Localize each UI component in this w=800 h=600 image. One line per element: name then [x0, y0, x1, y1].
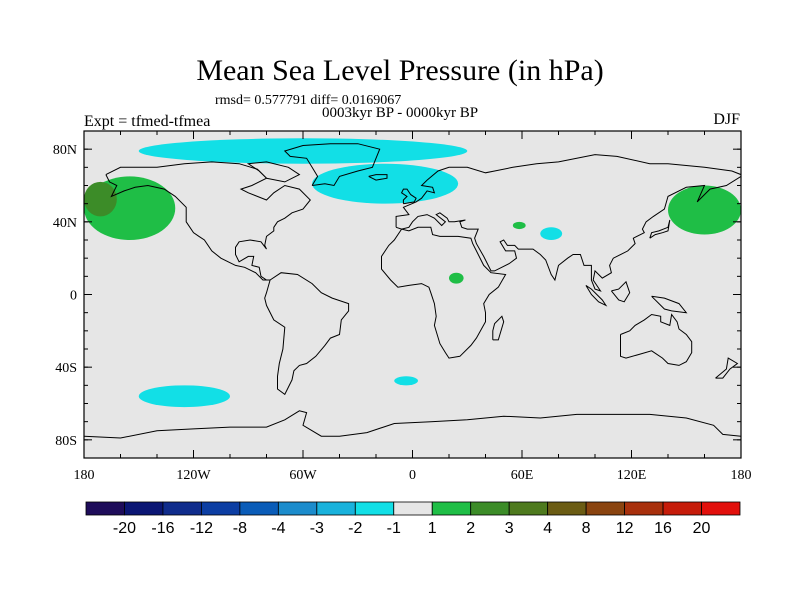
colorbar-label: -20: [113, 520, 136, 537]
y-tick-label: 40N: [53, 216, 77, 231]
x-tick-label: 180: [74, 468, 95, 483]
colorbar-swatch: [85, 501, 125, 516]
colorbar-swatch: [701, 501, 741, 516]
colorbar-label: -4: [271, 520, 285, 537]
coastline-madagascar: [492, 315, 505, 341]
colorbar-label: 4: [543, 520, 552, 537]
coastline-eurasia: [395, 154, 741, 292]
coastline-australia: [620, 313, 693, 366]
x-tick-label: 0: [409, 468, 416, 483]
colorbar-label: 3: [505, 520, 514, 537]
coastline-baffin: [246, 161, 301, 183]
coastline-greenland: [283, 143, 381, 187]
colorbar-swatch: [547, 501, 587, 516]
colorbar-label: -16: [151, 520, 174, 537]
map-plot-area: [84, 131, 741, 458]
experiment-label: Expt = tfmed-tfmea: [84, 113, 211, 130]
y-tick-label: 80S: [55, 434, 77, 449]
coastline-north-america: [105, 161, 311, 281]
colorbar-label: -8: [233, 520, 247, 537]
region-central-africa: [449, 272, 464, 284]
coastlines: [84, 143, 741, 439]
coastline-south-america: [264, 272, 350, 396]
region-north-pacific-west: [668, 185, 741, 235]
region-south-atlantic: [394, 376, 418, 386]
colorbar-label: 20: [693, 520, 711, 537]
colorbar-swatch: [162, 501, 202, 516]
x-tick-label: 120W: [176, 468, 211, 483]
colorbar-swatch: [393, 501, 433, 516]
colorbar-label: 1: [428, 520, 437, 537]
colorbar-label: -3: [310, 520, 324, 537]
region-west-asia: [512, 221, 526, 230]
colorbar-swatch: [431, 501, 472, 516]
colorbar-label: -12: [190, 520, 213, 537]
colorbar: -20 -16 -12 -8 -4 -3 -2 -1 1 2 3 4 8 12 16 20: [85, 501, 741, 537]
coastline-great-britain: [400, 188, 417, 205]
coastline-new-zealand: [715, 357, 739, 379]
region-north-atlantic: [312, 163, 459, 204]
season-label: DJF: [713, 111, 740, 128]
colorbar-swatch: [624, 501, 664, 516]
coastline-borneo: [611, 280, 631, 303]
region-north-pacific-core: [84, 181, 117, 217]
coastline-antarctica: [84, 410, 741, 439]
x-tick-label: 120E: [617, 468, 647, 483]
region-south-pacific: [138, 385, 230, 408]
y-tick-label: 40S: [55, 361, 77, 376]
region-tibet-low: [540, 227, 563, 240]
colorbar-swatch: [316, 501, 356, 516]
colorbar-label: 8: [582, 520, 591, 537]
colorbar-swatch: [470, 501, 510, 516]
map-axes: 180 120W 60W 0 60E 120E 180 80N 40N 0 40S 80S: [53, 130, 752, 483]
region-arctic-ocean: [138, 138, 468, 164]
colorbar-label: -1: [387, 520, 401, 537]
colorbar-swatch: [277, 501, 318, 516]
y-tick-label: 0: [70, 289, 77, 304]
x-tick-label: 60W: [289, 468, 317, 483]
colorbar-swatch: [124, 501, 164, 516]
colorbar-swatch: [239, 501, 279, 516]
colorbar-label: 16: [654, 520, 672, 537]
colorbar-swatch: [662, 501, 702, 516]
colorbar-label: 12: [616, 520, 634, 537]
coastline-japan: [649, 219, 671, 239]
colorbar-label: 2: [466, 520, 475, 537]
colorbar-swatch: [508, 501, 549, 516]
coastline-sumatra: [585, 284, 608, 307]
coastline-iceland: [368, 174, 388, 181]
colorbar-swatch: [201, 501, 241, 516]
coastline-africa: [381, 226, 507, 359]
chart-title: Mean Sea Level Pressure (in hPa): [196, 54, 604, 87]
x-tick-label: 60E: [511, 468, 534, 483]
stats-label: rmsd= 0.577791 diff= 0.0169067: [215, 93, 402, 108]
colorbar-swatch: [354, 501, 395, 516]
y-tick-label: 80N: [53, 143, 77, 158]
x-tick-label: 180: [731, 468, 752, 483]
colorbar-swatch: [585, 501, 625, 516]
coastline-new-guinea: [651, 295, 688, 314]
period-label: 0003kyr BP - 0000kyr BP: [322, 105, 479, 121]
colorbar-label: -2: [348, 520, 362, 537]
